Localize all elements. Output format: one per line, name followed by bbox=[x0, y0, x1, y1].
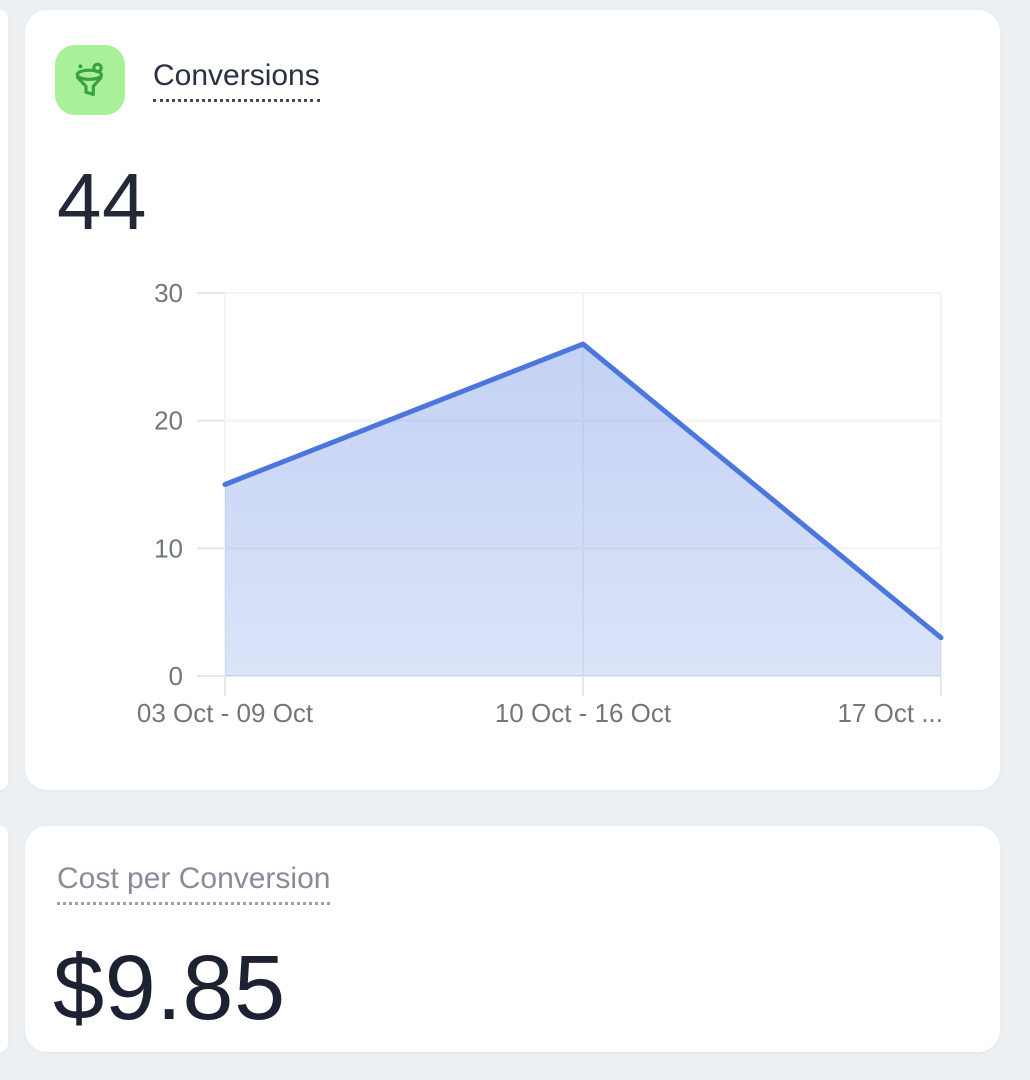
svg-text:03 Oct - 09 Oct: 03 Oct - 09 Oct bbox=[137, 698, 314, 728]
cost-per-conversion-value: $9.85 bbox=[53, 937, 286, 1039]
svg-text:20: 20 bbox=[154, 406, 183, 436]
svg-text:10: 10 bbox=[154, 533, 183, 563]
svg-text:30: 30 bbox=[154, 278, 183, 308]
svg-text:17 Oct ...: 17 Oct ... bbox=[838, 698, 944, 728]
conversions-card: Conversions 44 0 10 20 30 03 Oct - 09 Oct 10 … bbox=[25, 10, 1000, 790]
conversions-title[interactable]: Conversions bbox=[153, 59, 320, 102]
partial-card-left-top bbox=[0, 10, 8, 790]
funnel-icon bbox=[75, 62, 103, 97]
svg-text:0: 0 bbox=[169, 661, 183, 691]
funnel-icon-badge bbox=[55, 45, 125, 115]
svg-text:10 Oct - 16 Oct: 10 Oct - 16 Oct bbox=[495, 698, 672, 728]
conversions-card-header: Conversions bbox=[55, 45, 320, 115]
conversions-value: 44 bbox=[57, 157, 147, 246]
conversions-chart[interactable]: 0 10 20 30 03 Oct - 09 Oct 10 Oct - 16 Oct 17 … bbox=[137, 278, 960, 750]
cost-per-conversion-card: Cost per Conversion $9.85 bbox=[25, 826, 1000, 1052]
partial-card-left-bottom bbox=[0, 826, 8, 1052]
conversions-chart-area: 0 10 20 30 03 Oct - 09 Oct 10 Oct - 16 Oct 17 … bbox=[137, 278, 960, 750]
cost-per-conversion-title[interactable]: Cost per Conversion bbox=[57, 862, 331, 905]
